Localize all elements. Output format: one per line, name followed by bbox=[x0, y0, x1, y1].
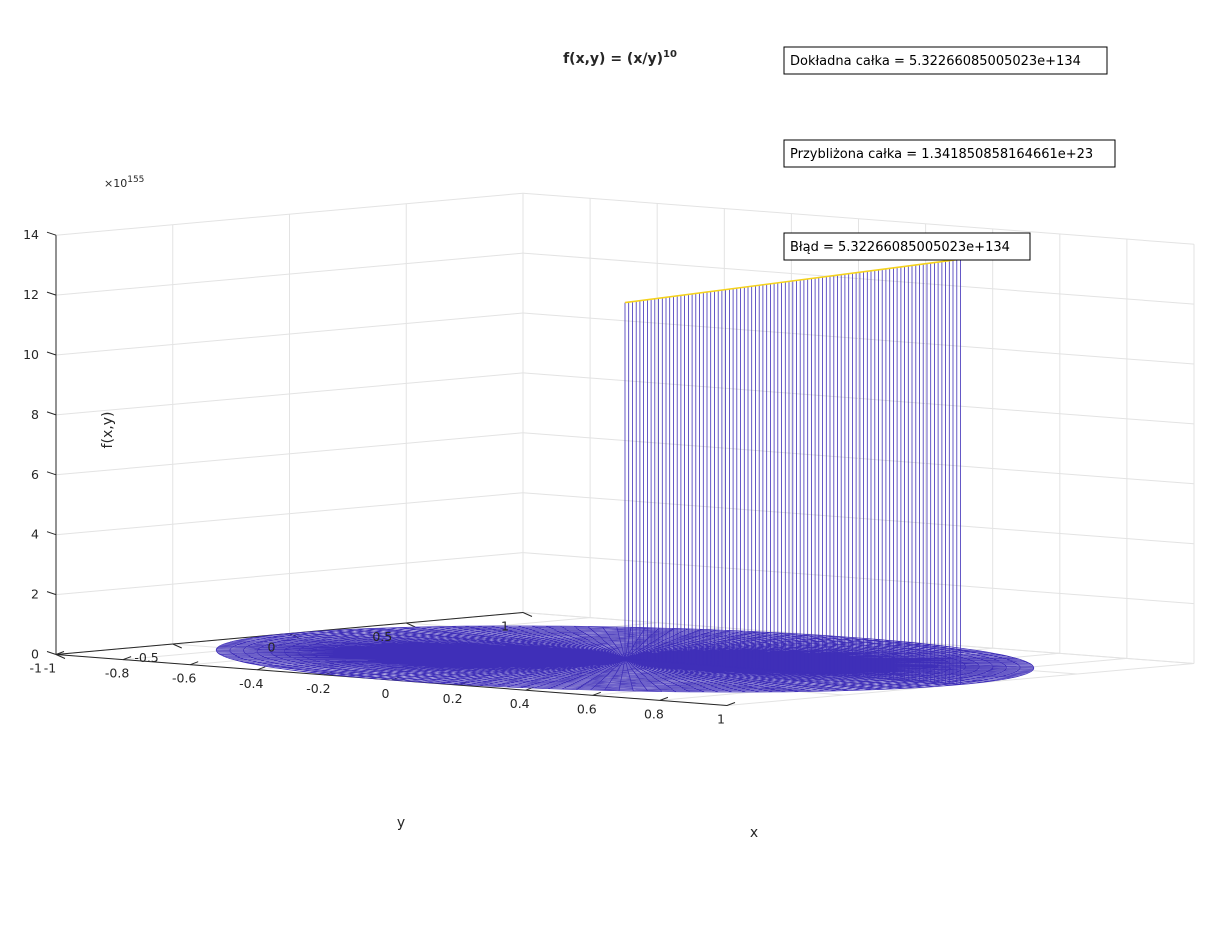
x-tick-label: -0.2 bbox=[306, 681, 330, 696]
x-tick-label: 0 bbox=[382, 686, 390, 701]
y-axis-label: y bbox=[397, 815, 405, 831]
z-tick bbox=[46, 591, 57, 596]
y-tick bbox=[55, 654, 66, 659]
tick-labels: -1 -0.8 -0.6 -0.4 -0.2 0 0.2 0.4 0.6 0.8 1 -1 -0.5 0 0… bbox=[23, 227, 725, 726]
x-tick-label: 1 bbox=[717, 712, 725, 727]
z-tick bbox=[46, 231, 57, 236]
x-axis-label: x bbox=[750, 825, 758, 841]
svg-text:Przybliżona całka = 1.34185085: Przybliżona całka = 1.341850858164661e+2… bbox=[790, 147, 1093, 162]
y-tick-label: -1 bbox=[30, 661, 42, 676]
x-tick-label: 0.4 bbox=[510, 696, 530, 711]
z-tick-label: 8 bbox=[31, 407, 39, 422]
y-tick bbox=[406, 622, 416, 628]
x-tick bbox=[55, 651, 65, 655]
spike-base-edge bbox=[624, 658, 961, 685]
z-multiplier: ×10155 bbox=[104, 175, 144, 190]
z-tick bbox=[46, 291, 57, 296]
svg-text:Dokładna całka = 5.3226608500: Dokładna całka = 5.32266085005023e+134 bbox=[790, 54, 1081, 69]
chart-title: f(x,y) = (x/y)10 bbox=[563, 49, 677, 67]
x-tick bbox=[726, 702, 736, 706]
z-tick-label: 6 bbox=[31, 467, 39, 482]
z-tick-label: 2 bbox=[31, 587, 39, 602]
x-tick bbox=[257, 666, 266, 671]
z-tick-label: 10 bbox=[23, 347, 39, 362]
y-tick-label: 0.5 bbox=[372, 629, 392, 644]
annotation-error: Błąd = 5.32266085005023e+134 bbox=[783, 232, 1031, 261]
svg-text:Błąd = 5.32266085005023e+134: Błąd = 5.32266085005023e+134 bbox=[790, 240, 1010, 255]
x-tick bbox=[592, 691, 601, 696]
z-multiplier-exponent: 155 bbox=[127, 175, 144, 185]
z-tick bbox=[46, 411, 57, 416]
x-tick bbox=[659, 696, 669, 701]
x-tick-label: 0.6 bbox=[577, 701, 597, 716]
y-tick bbox=[522, 612, 533, 617]
z-tick-label: 14 bbox=[23, 227, 39, 242]
z-tick bbox=[46, 351, 57, 356]
surface-mesh bbox=[215, 258, 1035, 693]
chart-title-exponent: 10 bbox=[663, 49, 677, 60]
x-tick bbox=[190, 661, 199, 666]
spike-peak-edge bbox=[624, 258, 961, 304]
x-tick-label: -0.8 bbox=[105, 666, 129, 681]
x-tick-label: -0.4 bbox=[239, 676, 263, 691]
x-tick-label: -0.6 bbox=[172, 671, 196, 686]
y-tick-label: 1 bbox=[501, 619, 509, 634]
annotation-exact-integral: Dokładna całka = 5.32266085005023e+134 bbox=[783, 46, 1108, 75]
z-tick-label: 4 bbox=[31, 527, 39, 542]
x-tick-label: 0.2 bbox=[443, 691, 463, 706]
x-tick-label: -1 bbox=[44, 661, 56, 676]
surface-spike-mesh bbox=[624, 259, 961, 685]
annotation-approx-integral: Przybliżona całka = 1.341850858164661e+2… bbox=[783, 139, 1116, 168]
z-tick-label: 12 bbox=[23, 287, 39, 302]
y-tick-label: 0 bbox=[268, 640, 276, 655]
z-tick bbox=[46, 471, 57, 476]
z-tick bbox=[46, 651, 57, 655]
z-tick bbox=[46, 531, 57, 536]
x-tick bbox=[122, 656, 132, 661]
surface-disk-mesh bbox=[215, 625, 1035, 693]
z-tick-label: 0 bbox=[31, 647, 39, 662]
x-tick-label: 0.8 bbox=[644, 706, 664, 721]
z-axis-label: f(x,y) bbox=[100, 412, 116, 449]
y-tick-label: -0.5 bbox=[134, 650, 158, 665]
y-tick bbox=[172, 643, 182, 649]
